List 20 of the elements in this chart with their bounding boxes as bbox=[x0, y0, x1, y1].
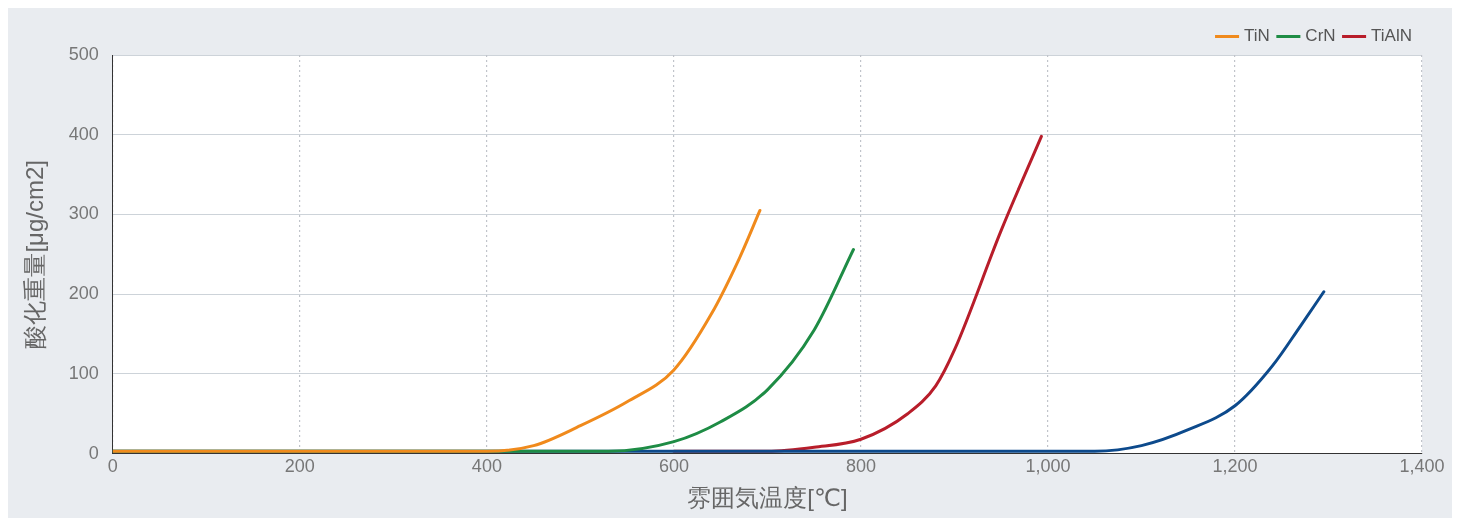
x-tick-label: 800 bbox=[845, 456, 876, 477]
y-tick-label: 100 bbox=[68, 362, 99, 383]
x-tick-label: 200 bbox=[284, 456, 315, 477]
y-tick-label: 500 bbox=[68, 43, 99, 64]
y-tick-label: 200 bbox=[68, 283, 99, 304]
legend-label: CrN bbox=[1305, 26, 1336, 46]
x-tick-label: 600 bbox=[658, 456, 689, 477]
x-tick-label: 1,200 bbox=[1212, 456, 1258, 477]
y-axis-title: 酸化重量[μg/cm2] bbox=[21, 160, 49, 349]
x-tick-label: 400 bbox=[471, 456, 502, 477]
x-tick-label: 1,400 bbox=[1399, 456, 1445, 477]
x-tick-label: 0 bbox=[107, 456, 118, 477]
x-axis-title: 雰囲気温度[℃] bbox=[687, 484, 848, 512]
x-tick-label: 1,000 bbox=[1025, 456, 1071, 477]
legend-label: TiAlN bbox=[1371, 26, 1413, 46]
line-series bbox=[112, 208, 762, 453]
legend-label: TiN bbox=[1244, 26, 1270, 46]
y-tick-label: 400 bbox=[68, 123, 99, 144]
y-tick-label: 300 bbox=[68, 203, 99, 224]
y-tick-label: 0 bbox=[88, 442, 99, 463]
